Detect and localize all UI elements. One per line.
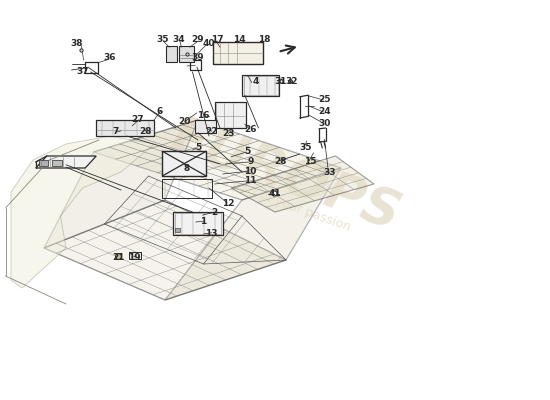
Text: 28: 28	[140, 128, 152, 136]
Text: 35: 35	[156, 36, 168, 44]
Text: 15: 15	[305, 158, 317, 166]
Bar	[242, 75, 279, 96]
Polygon shape	[165, 168, 341, 300]
Text: 26: 26	[244, 126, 256, 134]
Text: 8: 8	[184, 164, 190, 172]
Text: 20: 20	[178, 118, 190, 126]
Text: 37: 37	[76, 68, 89, 76]
Bar	[213, 42, 263, 64]
Text: 5: 5	[244, 148, 251, 156]
Polygon shape	[11, 136, 154, 288]
Text: 28: 28	[274, 158, 287, 166]
Text: 19: 19	[129, 254, 141, 262]
Polygon shape	[231, 156, 374, 212]
Bar	[166, 46, 177, 62]
Bar	[195, 120, 216, 133]
Text: 9: 9	[247, 158, 254, 166]
Bar	[175, 228, 180, 232]
Bar	[96, 120, 154, 136]
Text: 24: 24	[318, 108, 331, 116]
Text: 31: 31	[274, 78, 287, 86]
Text: 5: 5	[195, 144, 201, 152]
Text: 33: 33	[324, 168, 336, 176]
Text: 34: 34	[173, 36, 185, 44]
Text: 38: 38	[71, 40, 83, 48]
Bar	[214, 102, 246, 128]
Text: 17: 17	[211, 36, 223, 44]
Text: 40: 40	[203, 40, 215, 48]
Polygon shape	[36, 156, 96, 168]
Text: 6: 6	[156, 108, 163, 116]
Polygon shape	[94, 120, 341, 200]
Text: EUROPS: EUROPS	[164, 110, 408, 242]
Text: 41: 41	[269, 190, 281, 198]
Text: a part of your passion: a part of your passion	[219, 174, 353, 234]
Bar	[179, 46, 194, 62]
Polygon shape	[44, 200, 286, 300]
Text: 1: 1	[200, 218, 207, 226]
Text: 25: 25	[318, 96, 331, 104]
Text: 23: 23	[222, 130, 234, 138]
Text: 21: 21	[112, 254, 124, 262]
Text: 39: 39	[192, 54, 204, 62]
Bar	[39, 160, 48, 166]
Text: 11: 11	[244, 176, 256, 185]
Text: 18: 18	[258, 36, 270, 44]
Text: 27: 27	[131, 116, 144, 124]
Text: 10: 10	[244, 167, 256, 176]
Text: 12: 12	[222, 200, 234, 208]
Text: 7: 7	[112, 128, 119, 136]
Text: 22: 22	[206, 128, 218, 136]
Text: 32: 32	[285, 78, 298, 86]
Text: 2: 2	[211, 208, 218, 217]
Bar	[173, 212, 223, 235]
Text: 36: 36	[104, 54, 116, 62]
Polygon shape	[44, 120, 198, 248]
Text: 35: 35	[299, 144, 311, 152]
Bar	[52, 160, 62, 166]
Bar	[129, 252, 141, 259]
Text: 13: 13	[206, 230, 218, 238]
Bar	[175, 213, 221, 234]
Text: 29: 29	[192, 36, 204, 44]
Bar	[244, 76, 278, 95]
Text: 30: 30	[318, 120, 331, 128]
Text: 4: 4	[252, 78, 259, 86]
Bar	[162, 179, 212, 198]
Text: 14: 14	[233, 36, 245, 44]
Bar	[162, 151, 206, 176]
Text: 16: 16	[197, 112, 210, 120]
